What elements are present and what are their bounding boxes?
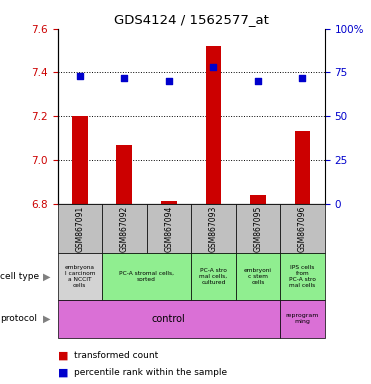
Bar — [58, 300, 280, 338]
Point — [121, 74, 127, 81]
Text: embryoni
c stem
cells: embryoni c stem cells — [244, 268, 272, 285]
Bar — [250, 195, 266, 204]
Point — [166, 78, 172, 84]
Point — [210, 64, 216, 70]
Bar — [295, 131, 310, 204]
Text: protocol: protocol — [0, 314, 37, 323]
Bar — [206, 46, 221, 204]
Text: ▶: ▶ — [43, 271, 50, 281]
Point — [299, 74, 305, 81]
Bar — [147, 204, 191, 253]
Text: transformed count: transformed count — [74, 351, 158, 360]
Text: GSM867092: GSM867092 — [120, 205, 129, 252]
Text: ■: ■ — [58, 367, 68, 377]
Text: embryona
l carcinom
a NCCIT
cells: embryona l carcinom a NCCIT cells — [65, 265, 95, 288]
Text: GSM867096: GSM867096 — [298, 205, 307, 252]
Text: PC-A stro
mal cells,
cultured: PC-A stro mal cells, cultured — [199, 268, 227, 285]
Text: control: control — [152, 314, 186, 324]
Text: GSM867095: GSM867095 — [253, 205, 262, 252]
Point — [255, 78, 261, 84]
Bar — [280, 204, 325, 253]
Bar — [72, 116, 88, 204]
Text: GSM867093: GSM867093 — [209, 205, 218, 252]
Bar — [280, 300, 325, 338]
Text: GSM867091: GSM867091 — [75, 205, 84, 252]
Bar — [191, 204, 236, 253]
Text: IPS cells
from
PC-A stro
mal cells: IPS cells from PC-A stro mal cells — [289, 265, 316, 288]
Bar — [116, 144, 132, 204]
Bar — [236, 204, 280, 253]
Bar — [236, 253, 280, 300]
Text: ▶: ▶ — [43, 314, 50, 324]
Bar — [102, 204, 147, 253]
Text: PC-A stromal cells,
sorted: PC-A stromal cells, sorted — [119, 271, 174, 282]
Text: percentile rank within the sample: percentile rank within the sample — [74, 368, 227, 377]
Text: reprogram
ming: reprogram ming — [286, 313, 319, 324]
Text: ■: ■ — [58, 350, 68, 360]
Bar — [280, 253, 325, 300]
Point — [77, 73, 83, 79]
Bar — [191, 253, 236, 300]
Bar — [58, 204, 102, 253]
Text: GSM867094: GSM867094 — [164, 205, 173, 252]
Bar — [58, 253, 102, 300]
Bar — [161, 201, 177, 204]
Text: cell type: cell type — [0, 272, 39, 281]
Bar — [102, 253, 191, 300]
Title: GDS4124 / 1562577_at: GDS4124 / 1562577_at — [114, 13, 269, 26]
